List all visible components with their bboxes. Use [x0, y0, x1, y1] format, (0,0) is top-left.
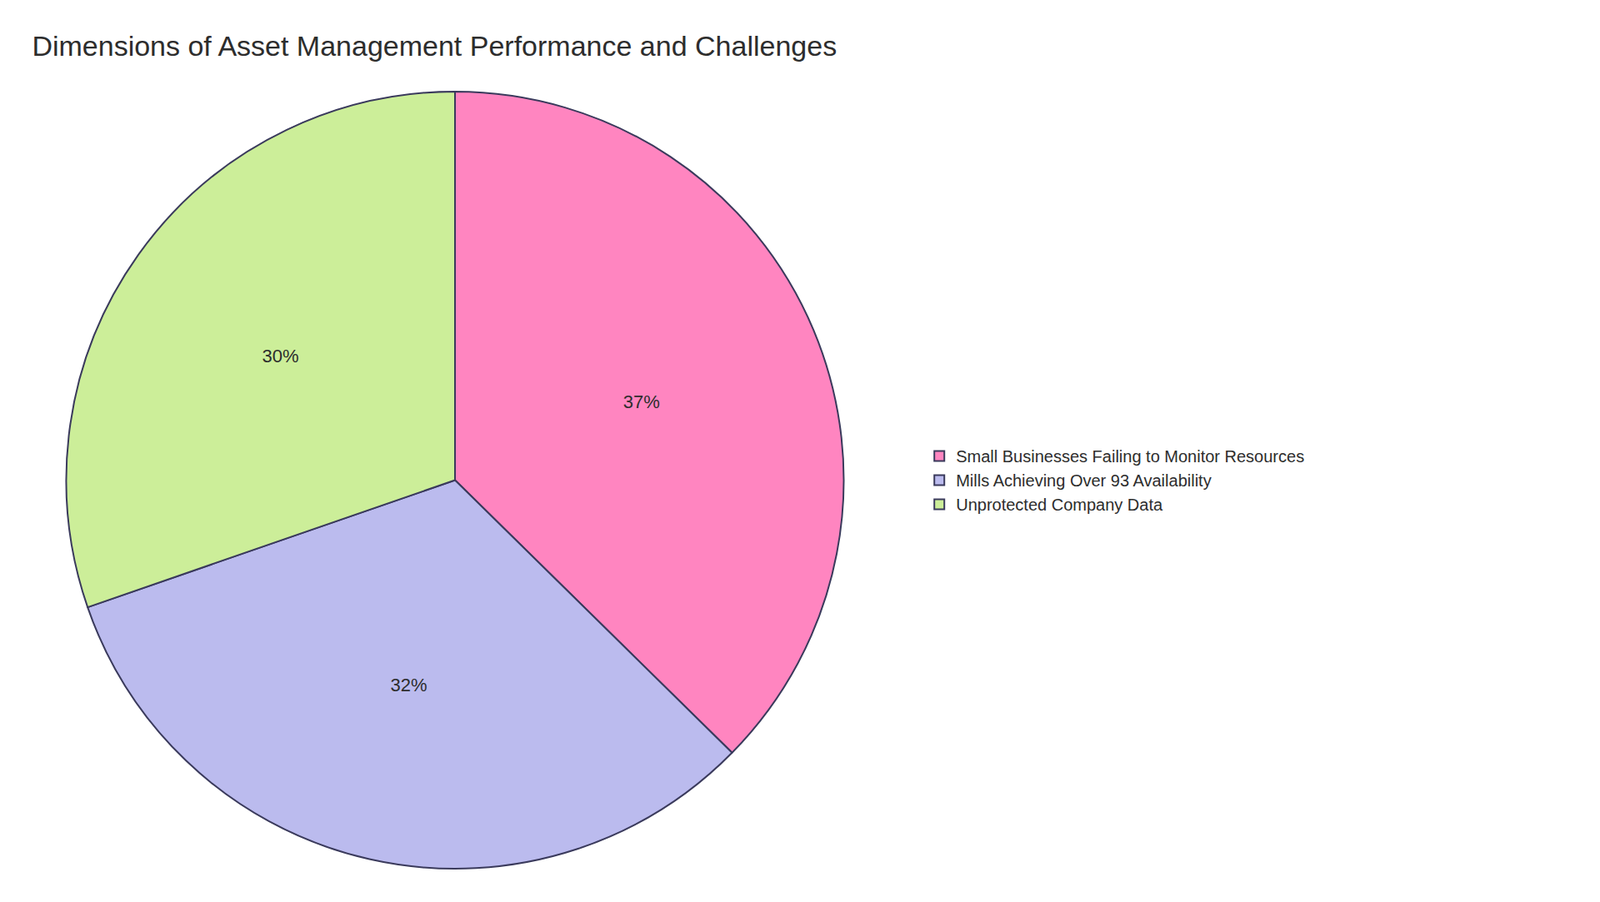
svg-text:Small Businesses Failing to Mo: Small Businesses Failing to Monitor Reso… [955, 447, 1305, 466]
svg-text:Mills Achieving Over 93 Availa: Mills Achieving Over 93 Availability [955, 471, 1211, 490]
svg-text:Dimensions of Asset Management: Dimensions of Asset Management Performan… [31, 30, 837, 62]
svg-text:30%: 30% [262, 345, 300, 367]
svg-text:Unprotected Company Data: Unprotected Company Data [955, 495, 1164, 515]
svg-text:32%: 32% [390, 675, 427, 696]
svg-text:37%: 37% [623, 391, 660, 413]
